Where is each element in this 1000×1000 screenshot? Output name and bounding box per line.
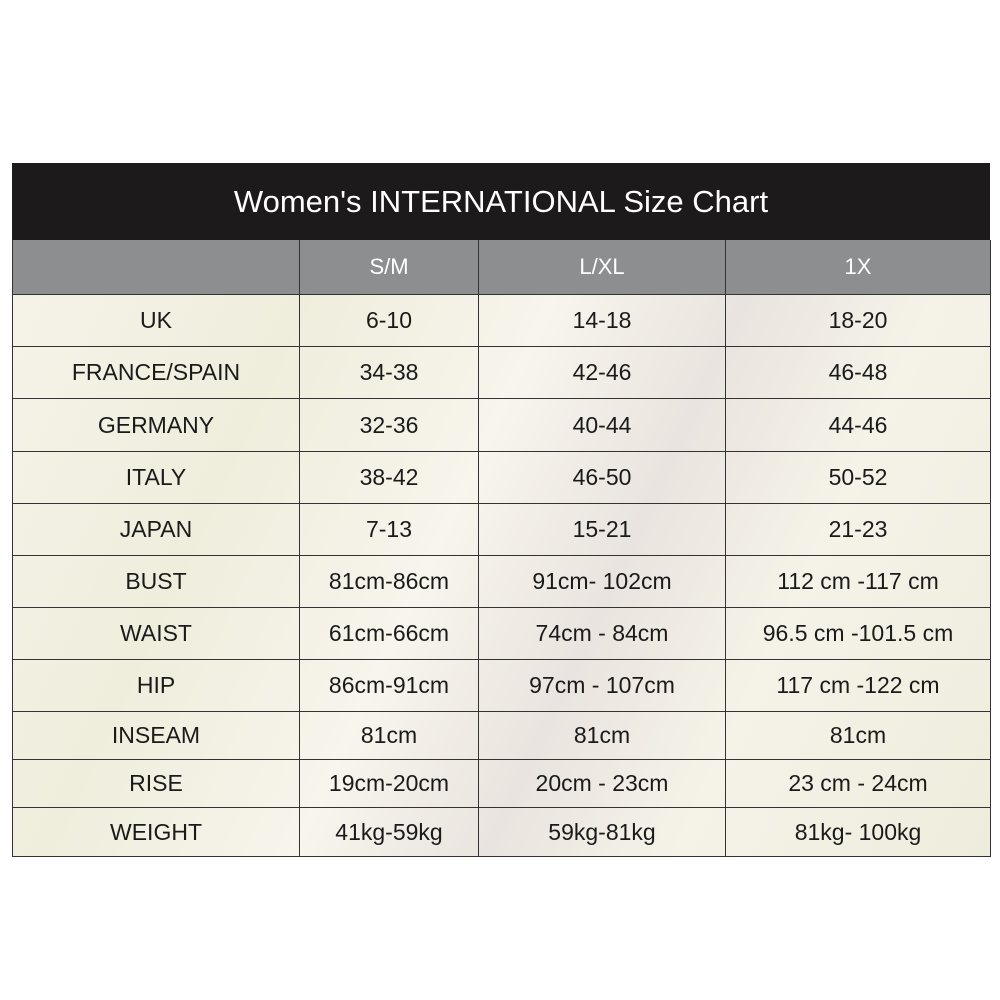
size-cell: 61cm-66cm	[299, 607, 479, 660]
size-cell: 46-48	[725, 346, 991, 399]
row-label: WEIGHT	[12, 807, 300, 857]
size-cell: 7-13	[299, 503, 479, 556]
row-label: RISE	[12, 759, 300, 808]
row-label: INSEAM	[12, 711, 300, 760]
size-cell: 44-46	[725, 398, 991, 452]
table-row: FRANCE/SPAIN 34-38 42-46 46-48	[12, 346, 991, 399]
table-row: WEIGHT 41kg-59kg 59kg-81kg 81kg- 100kg	[12, 807, 991, 857]
size-cell: 20cm - 23cm	[478, 759, 726, 808]
size-table: S/M L/XL 1X UK 6-10 14-18 18-20 FRANCE/SPAIN…	[12, 240, 991, 857]
size-cell: 15-21	[478, 503, 726, 556]
table-row: UK 6-10 14-18 18-20	[12, 294, 991, 347]
size-cell: 81cm	[478, 711, 726, 760]
table-row: ITALY 38-42 46-50 50-52	[12, 451, 991, 504]
size-cell: 19cm-20cm	[299, 759, 479, 808]
size-cell: 14-18	[478, 294, 726, 347]
size-cell: 50-52	[725, 451, 991, 504]
row-label: HIP	[12, 659, 300, 712]
size-cell: 46-50	[478, 451, 726, 504]
row-label: UK	[12, 294, 300, 347]
column-header-sm: S/M	[299, 240, 479, 295]
size-cell: 41kg-59kg	[299, 807, 479, 857]
size-cell: 74cm - 84cm	[478, 607, 726, 660]
table-row: RISE 19cm-20cm 20cm - 23cm 23 cm - 24cm	[12, 759, 991, 808]
size-cell: 117 cm -122 cm	[725, 659, 991, 712]
size-cell: 97cm - 107cm	[478, 659, 726, 712]
column-header-lxl: L/XL	[478, 240, 726, 295]
column-header-label	[12, 240, 300, 295]
size-cell: 81kg- 100kg	[725, 807, 991, 857]
table-row: GERMANY 32-36 40-44 44-46	[12, 398, 991, 452]
header-row: S/M L/XL 1X	[12, 240, 991, 295]
size-cell: 32-36	[299, 398, 479, 452]
size-cell: 38-42	[299, 451, 479, 504]
table-row: JAPAN 7-13 15-21 21-23	[12, 503, 991, 556]
row-label: JAPAN	[12, 503, 300, 556]
table-row: HIP 86cm-91cm 97cm - 107cm 117 cm -122 cm	[12, 659, 991, 712]
size-cell: 40-44	[478, 398, 726, 452]
column-header-1x: 1X	[725, 240, 991, 295]
size-cell: 59kg-81kg	[478, 807, 726, 857]
size-cell: 18-20	[725, 294, 991, 347]
size-cell: 23 cm - 24cm	[725, 759, 991, 808]
size-cell: 34-38	[299, 346, 479, 399]
chart-title: Women's INTERNATIONAL Size Chart	[12, 163, 990, 240]
size-cell: 6-10	[299, 294, 479, 347]
size-cell: 112 cm -117 cm	[725, 555, 991, 608]
row-label: ITALY	[12, 451, 300, 504]
size-cell: 81cm-86cm	[299, 555, 479, 608]
row-label: FRANCE/SPAIN	[12, 346, 300, 399]
size-cell: 86cm-91cm	[299, 659, 479, 712]
size-cell: 96.5 cm -101.5 cm	[725, 607, 991, 660]
size-cell: 81cm	[299, 711, 479, 760]
table-row: INSEAM 81cm 81cm 81cm	[12, 711, 991, 760]
table-row: BUST 81cm-86cm 91cm- 102cm 112 cm -117 cm	[12, 555, 991, 608]
size-cell: 81cm	[725, 711, 991, 760]
size-cell: 42-46	[478, 346, 726, 399]
size-chart: Women's INTERNATIONAL Size Chart S/M L/X…	[12, 163, 991, 857]
row-label: GERMANY	[12, 398, 300, 452]
row-label: WAIST	[12, 607, 300, 660]
table-row: WAIST 61cm-66cm 74cm - 84cm 96.5 cm -101.5 …	[12, 607, 991, 660]
size-cell: 91cm- 102cm	[478, 555, 726, 608]
row-label: BUST	[12, 555, 300, 608]
size-cell: 21-23	[725, 503, 991, 556]
